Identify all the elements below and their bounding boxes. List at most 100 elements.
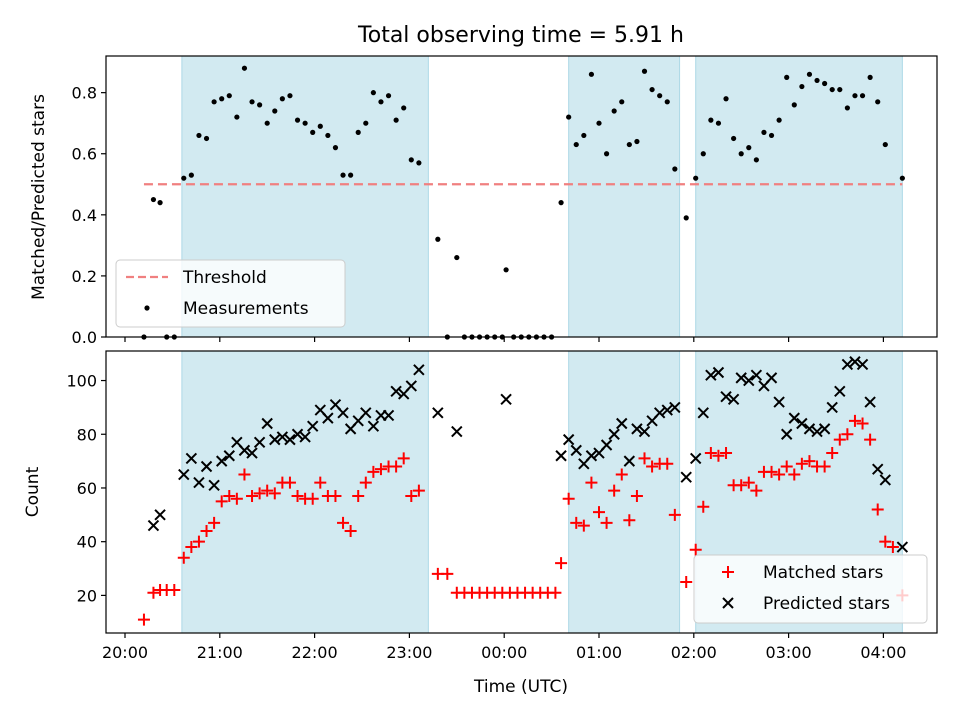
matched-star-marker: [788, 468, 801, 481]
measurement-point: [355, 129, 361, 135]
measurement-point: [416, 160, 422, 166]
predicted-stars-points: [147, 356, 909, 553]
measurement-point: [738, 151, 744, 157]
matched-star-marker: [246, 490, 259, 503]
measurement-point: [715, 120, 722, 126]
measurement-point: [378, 99, 384, 105]
predicted-star-marker: [661, 404, 673, 416]
predicted-star-marker: [284, 433, 296, 446]
legend-matched-swatch: [722, 566, 734, 578]
measurement-point: [272, 108, 278, 114]
measurement-point: [746, 145, 752, 151]
measurement-point: [596, 120, 602, 126]
measurement-point: [325, 132, 331, 139]
matched-star-marker: [720, 447, 733, 460]
measurement-point: [875, 99, 881, 105]
measurement-point: [588, 71, 595, 77]
measurement-point: [693, 175, 699, 181]
matched-star-marker: [600, 516, 613, 529]
predicted-star-marker: [638, 425, 651, 438]
matched-star-marker: [577, 519, 590, 532]
matched-star-marker: [168, 584, 181, 597]
matched-star-marker: [329, 490, 342, 503]
top-y-tick-label: 0.0: [72, 328, 97, 347]
measurement-point: [700, 151, 706, 157]
predicted-star-marker: [193, 476, 205, 489]
measurement-point: [257, 102, 263, 108]
predicted-star-marker: [608, 428, 620, 440]
predicted-star-marker: [306, 420, 319, 432]
x-tick-label: 04:00: [860, 643, 906, 662]
measurement-point: [829, 86, 835, 93]
measurement-point: [664, 99, 670, 105]
predicted-star-marker: [451, 425, 463, 438]
predicted-star-marker: [200, 460, 213, 473]
measurement-point: [882, 141, 888, 148]
measurement-point: [753, 157, 759, 163]
matched-star-marker: [795, 457, 808, 470]
measurement-point: [393, 117, 399, 123]
bottom-panel: 20:00 21:00 22:00 23:00 00:00 01:00 02:00 03:00…: [23, 350, 938, 662]
matched-star-marker: [871, 503, 884, 516]
top-y-tick-label: 0.4: [72, 206, 97, 225]
predicted-star-marker: [780, 428, 793, 440]
predicted-star-marker: [879, 474, 892, 486]
matched-star-marker: [253, 487, 266, 500]
matched-star-marker: [841, 428, 854, 441]
bottom-y-tick-label: 60: [77, 479, 97, 498]
matched-star-marker: [668, 508, 681, 521]
x-tick-label: 03:00: [766, 643, 812, 662]
measurement-point: [867, 74, 873, 80]
predicted-star-marker: [562, 433, 575, 446]
top-legend: Threshold Measurements: [115, 259, 346, 328]
measurement-point: [657, 93, 663, 99]
measurement-point: [581, 132, 587, 139]
matched-star-marker: [238, 468, 251, 481]
matched-star-marker: [549, 586, 562, 599]
measurement-point: [814, 77, 820, 84]
measurement-point: [784, 74, 790, 80]
matched-star-marker: [268, 487, 281, 500]
matched-star-marker: [608, 484, 621, 497]
matched-star-marker: [306, 492, 319, 505]
top-y-tick-label: 0.2: [72, 267, 97, 286]
matched-star-marker: [826, 447, 839, 460]
matched-star-marker: [200, 524, 213, 537]
predicted-star-marker: [697, 407, 709, 419]
matched-star-marker: [712, 449, 725, 462]
legend-measurements-swatch: [144, 305, 150, 311]
measurement-point: [768, 132, 775, 139]
predicted-star-marker: [208, 479, 220, 491]
predicted-star-marker: [390, 385, 402, 397]
measurement-point: [708, 117, 714, 123]
predicted-star-marker: [261, 417, 273, 430]
predicted-star-marker: [680, 471, 692, 483]
measurement-point: [822, 80, 828, 87]
matched-star-marker: [223, 490, 236, 503]
predicted-star-marker: [322, 412, 334, 424]
matched-stars-points: [137, 414, 909, 626]
predicted-star-marker: [826, 401, 838, 414]
shaded-interval: [568, 350, 681, 634]
matched-star-marker: [742, 476, 755, 489]
matched-star-marker: [185, 541, 198, 554]
measurement-point: [799, 83, 805, 90]
x-tick-label: 02:00: [671, 643, 717, 662]
measurement-point: [332, 145, 339, 151]
bottom-plot-frame: [105, 350, 938, 634]
measurement-point: [317, 123, 323, 129]
predicted-star-marker: [765, 372, 778, 384]
matched-star-marker: [886, 541, 899, 554]
measurement-point: [603, 151, 610, 157]
matched-star-marker: [208, 516, 221, 529]
predicted-star-marker: [705, 369, 717, 381]
predicted-star-marker: [555, 450, 567, 462]
predicted-star-marker: [253, 436, 266, 449]
matched-star-marker: [638, 452, 651, 465]
predicted-star-marker: [856, 358, 869, 371]
bottom-y-tick-label: 80: [77, 425, 97, 444]
predicted-star-marker: [841, 358, 854, 371]
predicted-star-marker: [803, 423, 816, 435]
matched-star-marker: [856, 417, 869, 430]
